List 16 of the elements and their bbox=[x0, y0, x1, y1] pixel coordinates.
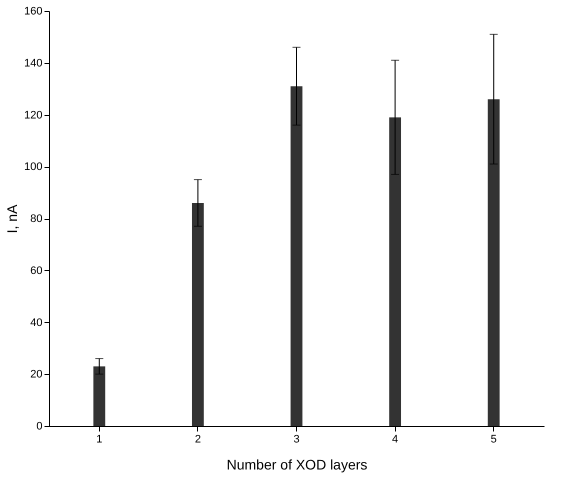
y-tick-label: 160 bbox=[24, 6, 42, 18]
y-axis-title: I, nA bbox=[4, 204, 20, 234]
x-tick-label: 3 bbox=[293, 434, 300, 446]
y-tick-label: 120 bbox=[24, 109, 42, 122]
x-tick-label: 4 bbox=[392, 434, 398, 446]
x-tick-label: 5 bbox=[490, 434, 497, 446]
x-tick-label: 1 bbox=[96, 434, 102, 446]
y-tick-label: 40 bbox=[30, 316, 42, 329]
y-tick-label: 20 bbox=[30, 368, 42, 381]
y-tick-label: 140 bbox=[24, 57, 42, 70]
y-tick-label: 80 bbox=[30, 213, 42, 225]
y-tick-label: 0 bbox=[36, 420, 42, 432]
y-tick-label: 100 bbox=[24, 161, 42, 174]
x-axis-title: Number of XOD layers bbox=[226, 456, 368, 472]
y-tick-label: 60 bbox=[30, 264, 42, 277]
x-tick-label: 2 bbox=[194, 434, 201, 446]
